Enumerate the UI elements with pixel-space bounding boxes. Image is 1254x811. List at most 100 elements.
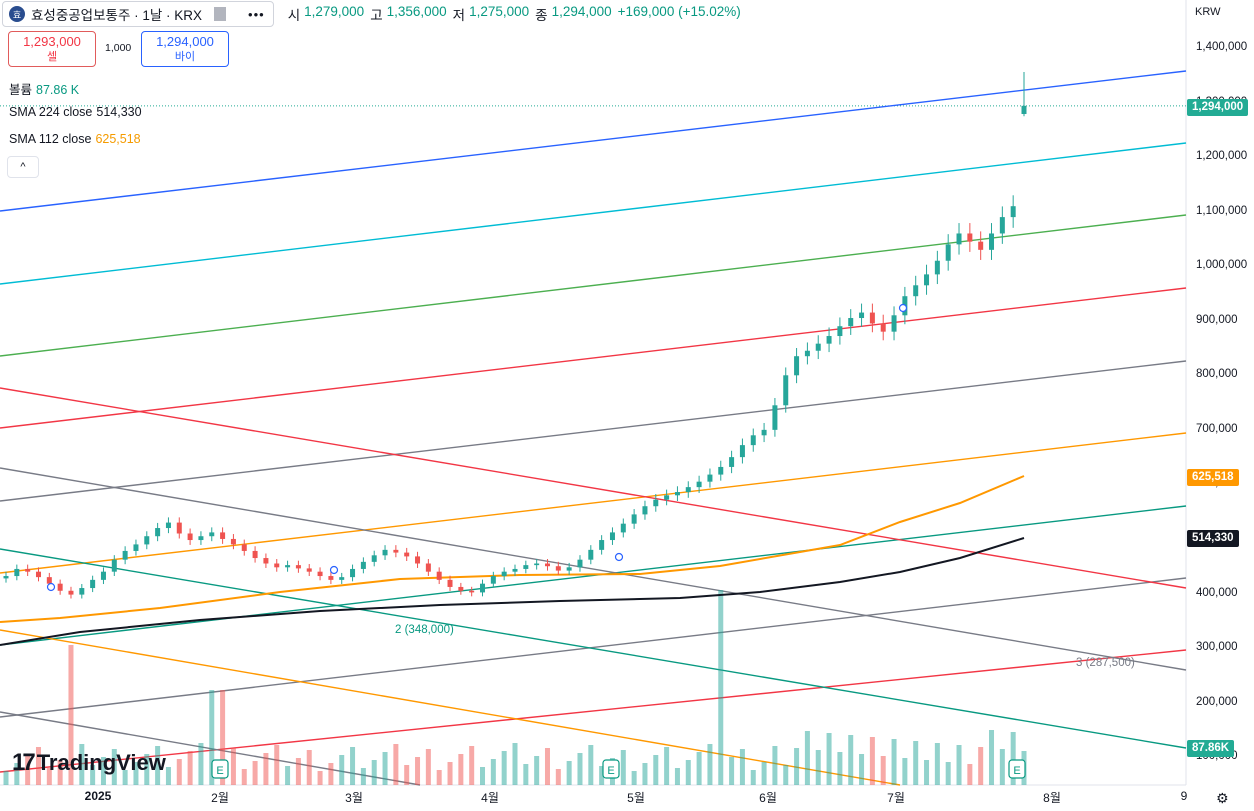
volume-bar xyxy=(436,770,442,785)
tradingview-watermark: 17 TradingView xyxy=(12,749,166,777)
candle-body xyxy=(252,550,258,559)
sell-price: 1,293,000 xyxy=(23,34,81,49)
candle-body xyxy=(631,514,637,524)
candle-body xyxy=(555,566,561,571)
candle-body xyxy=(458,586,464,591)
candle-body xyxy=(869,312,875,324)
candle-body xyxy=(25,568,31,572)
high-label: 고 xyxy=(370,8,383,23)
volume-bar xyxy=(14,763,20,785)
volume-bar xyxy=(674,768,680,785)
candle-body xyxy=(360,561,366,569)
volume-bar xyxy=(100,757,106,785)
volume-bar xyxy=(729,757,735,785)
volume-bar xyxy=(144,754,150,785)
trend-line-red-lower xyxy=(0,649,1187,773)
symbol-logo: 효 xyxy=(9,6,25,22)
candle-body xyxy=(512,568,518,572)
candle-body xyxy=(209,532,215,537)
candle-body xyxy=(490,576,496,584)
volume-bar xyxy=(263,753,269,785)
volume-bar xyxy=(718,590,724,785)
volume-bar xyxy=(523,764,529,785)
volume-bar xyxy=(967,764,973,785)
volume-bar xyxy=(25,755,31,785)
volume-bar xyxy=(956,745,962,785)
change-value: +169,000 (+15.02%) xyxy=(617,4,741,19)
symbol-box[interactable]: 효 효성중공업보통주 · 1날 · KRX ••• xyxy=(2,1,274,27)
candle-body xyxy=(90,579,96,589)
volume-bar xyxy=(306,750,312,785)
sma224-label: SMA 224 close xyxy=(9,105,93,119)
volume-bar xyxy=(90,765,96,785)
x-tick-label: 2월 xyxy=(211,791,229,805)
candle-body xyxy=(469,590,475,593)
candle-body xyxy=(945,244,951,261)
volume-bar xyxy=(794,748,800,785)
earnings-marker xyxy=(1008,759,1026,779)
candle-body xyxy=(3,576,9,579)
candle-body xyxy=(739,445,745,458)
candle-body xyxy=(544,563,550,567)
legend-sma224[interactable]: SMA 224 close 514,330 xyxy=(9,105,142,119)
volume-value: 87.86 K xyxy=(36,83,80,97)
flag-icon[interactable] xyxy=(214,7,227,21)
x-tick-label: 8월 xyxy=(1043,791,1061,805)
candle-body xyxy=(79,588,85,595)
trend-label-2[interactable]: 2 (348,000) xyxy=(395,624,454,636)
candle-body xyxy=(144,536,150,545)
volume-bar xyxy=(79,744,85,785)
candle-body xyxy=(837,326,843,337)
y-tick-label: 400,000 xyxy=(1196,586,1238,599)
volume-bar xyxy=(480,767,486,785)
trend-line-red-upper xyxy=(0,287,1187,429)
volume-bar xyxy=(57,760,63,785)
buy-price: 1,294,000 xyxy=(156,34,214,49)
candle-body xyxy=(14,568,20,577)
candle-body xyxy=(642,506,648,515)
y-tick-label: 900,000 xyxy=(1196,313,1238,326)
volume-bar xyxy=(295,758,301,785)
symbol-title[interactable]: 효성중공업보통주 · 1날 · KRX xyxy=(31,8,203,23)
legend-volume[interactable]: 볼륨 87.86 K xyxy=(9,79,79,98)
candle-body xyxy=(891,315,897,332)
candle-body xyxy=(978,241,984,250)
volume-bar xyxy=(696,752,702,785)
volume-bar xyxy=(934,743,940,785)
buy-button[interactable]: 1,294,000 바이 xyxy=(141,31,229,67)
candle-body xyxy=(425,563,431,572)
volume-bar xyxy=(664,747,670,785)
sell-button[interactable]: 1,293,000 셀 xyxy=(8,31,96,67)
volume-bar xyxy=(274,745,280,785)
candle-body xyxy=(956,233,962,245)
candle-body xyxy=(35,571,41,578)
trend-line-gray-lower xyxy=(0,577,1187,718)
volume-bar xyxy=(404,765,410,785)
volume-bar xyxy=(588,745,594,785)
candle-body xyxy=(447,579,453,587)
x-tick-label: 4월 xyxy=(481,791,499,805)
close-label: 종 xyxy=(535,8,548,23)
candle-body xyxy=(815,343,821,351)
candle-body xyxy=(729,457,735,467)
volume-bar xyxy=(534,756,540,785)
trend-label-3[interactable]: 3 (287,500) xyxy=(1076,657,1135,669)
legend-sma112[interactable]: SMA 112 close 625,518 xyxy=(9,132,141,146)
trend-line-gray-upper xyxy=(0,360,1187,502)
currency-label[interactable]: KRW xyxy=(1195,6,1221,18)
collapse-legend-button[interactable]: ^ xyxy=(7,156,39,178)
volume-bar xyxy=(35,747,41,785)
x-tick-label: 5월 xyxy=(627,791,645,805)
volume-bar xyxy=(804,731,810,785)
more-icon[interactable]: ••• xyxy=(248,6,265,22)
volume-bar xyxy=(978,747,984,785)
open-label: 시 xyxy=(287,8,301,23)
y-tick-label: 200,000 xyxy=(1196,695,1238,708)
volume-bar xyxy=(772,746,778,785)
settings-gear-icon[interactable]: ⚙ xyxy=(1216,790,1229,806)
candle-body xyxy=(848,318,854,327)
volume-bar xyxy=(880,756,886,785)
x-tick-label: 2025 xyxy=(84,789,112,803)
volume-bar xyxy=(490,759,496,785)
